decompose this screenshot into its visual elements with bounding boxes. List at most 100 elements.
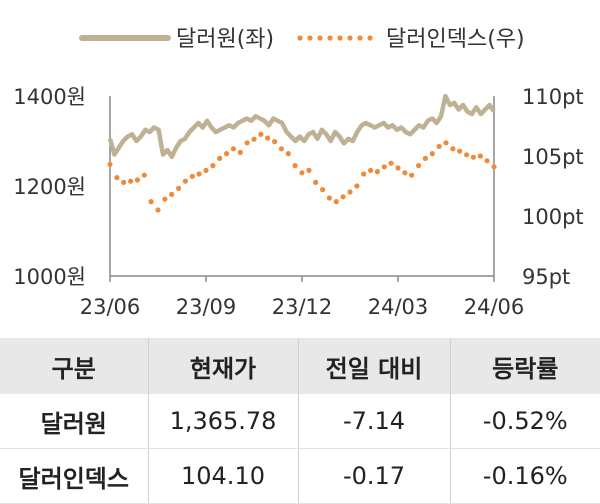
dxy-point [477,153,483,159]
dxy-point [251,136,257,142]
dxy-point [395,165,401,171]
dxy-point [189,173,195,179]
dxy-point [388,160,394,166]
dxy-point [347,189,353,195]
dxy-point [429,151,435,157]
dxy-point [450,146,456,152]
dxy-point [443,140,449,146]
cell-name: 달러인덱스 [0,448,148,504]
legend: 달러원(좌) 달러인덱스(우) [79,27,525,52]
dxy-point [265,135,271,141]
dxy-point [313,179,319,185]
dxy-point [436,143,442,149]
dxy-point [340,194,346,200]
dxy-point [416,163,422,169]
legend-dot [317,35,323,41]
dxy-point [196,171,202,177]
x-tick-label: 24/03 [368,295,429,319]
dxy-point [210,163,216,169]
y-left-tick-label: 1400원 [13,85,86,109]
dxy-point [182,178,188,184]
dxy-point [292,163,298,169]
legend-dot [357,35,363,41]
cell-change: -7.14 [297,394,450,449]
dxy-point [134,177,140,183]
cell-price: 104.10 [147,448,298,504]
dxy-point [237,149,243,155]
y-left-tick-label: 1200원 [13,175,86,199]
dxy-point [278,146,284,152]
dxy-point [354,183,360,189]
dxy-point [141,172,147,178]
legend-dot [367,35,373,41]
table-header-row: 구분 현재가 전일 대비 등락률 [0,338,600,394]
x-tick-label: 23/12 [272,295,333,319]
dxy-point [491,164,497,170]
dxy-point [217,155,223,161]
dxy-point [162,196,168,202]
legend-dot [347,35,353,41]
series-dots-dxy [107,131,497,213]
dxy-point [128,178,134,184]
legend-dot [337,35,343,41]
y-right-tick-label: 100pt [522,205,584,229]
dxy-point [114,175,120,181]
dxy-point [285,151,291,157]
dxy-point [272,139,278,145]
dxy-point [244,140,250,146]
legend-label-usdkrw: 달러원(좌) [176,27,274,52]
dxy-point [299,170,305,176]
dxy-point [107,161,113,167]
dxy-point [374,169,380,175]
dxy-point [169,191,175,197]
dxy-point [230,146,236,152]
dxy-point [306,167,312,173]
legend-swatch-dxy [297,35,373,41]
x-tick-label: 23/09 [176,295,237,319]
table-row: 달러원 1,365.78 -7.14 -0.52% [0,394,600,449]
header-change: 전일 대비 [297,338,450,394]
legend-dot [327,35,333,41]
dxy-point [326,195,332,201]
x-ticks [109,276,495,282]
dxy-point [470,154,476,160]
dxy-point [368,167,374,173]
header-change-rate: 등락률 [449,338,600,394]
dxy-point [333,199,339,205]
y-left-tick-label: 1000원 [13,265,86,289]
dxy-point [258,131,264,137]
x-tick-label: 23/06 [80,295,141,319]
exchange-rate-chart: 달러원(좌) 달러인덱스(우) 1400원 1200원 1000원 110pt … [13,27,584,319]
dxy-point [320,187,326,193]
dxy-point [402,170,408,176]
dxy-point [121,179,127,185]
cell-change: -0.17 [297,448,450,504]
cell-name: 달러원 [0,394,148,449]
legend-dot [307,35,313,41]
header-category: 구분 [0,338,148,394]
dxy-point [224,151,230,157]
dxy-point [203,167,209,173]
x-tick-label: 24/06 [464,295,525,319]
dxy-point [484,158,490,164]
dxy-point [409,172,415,178]
dxy-point [422,155,428,161]
y-right-tick-label: 105pt [522,145,584,169]
cell-rate: -0.16% [449,448,600,504]
table-row: 달러인덱스 104.10 -0.17 -0.16% [0,448,600,504]
y-right-tick-label: 110pt [522,85,584,109]
dxy-point [176,185,182,191]
cell-price: 1,365.78 [147,394,298,449]
legend-label-dxy: 달러인덱스(우) [386,27,525,52]
dxy-point [361,171,367,177]
legend-dot [297,35,303,41]
dxy-point [381,164,387,170]
cell-rate: -0.52% [449,394,600,449]
dxy-point [464,152,470,158]
y-right-tick-label: 95pt [522,265,570,289]
series-line-usdkrw [107,93,496,160]
header-current-price: 현재가 [147,338,298,394]
dxy-point [155,207,161,213]
dxy-point [148,199,154,205]
dxy-point [457,148,463,154]
